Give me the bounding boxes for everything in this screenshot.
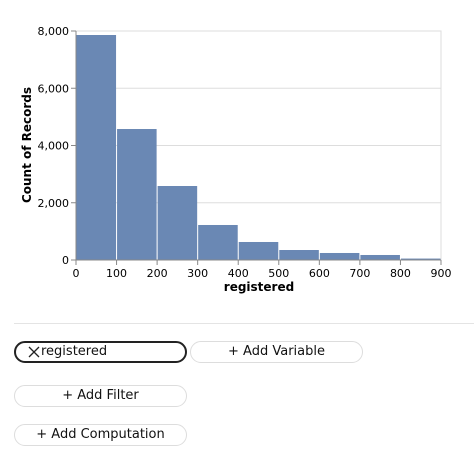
x-tick-label: 200 [147,267,168,280]
y-tick-label: 4,000 [38,140,70,153]
y-axis-title: Count of Records [20,87,34,203]
x-tick-label: 300 [187,267,208,280]
bar [319,252,360,260]
variable-name: registered [41,344,108,359]
y-tick-label: 2,000 [38,197,70,210]
chart: registered Count of Records 0 2,000 4,000 6… [20,25,452,294]
bar [157,186,198,260]
bar [238,241,279,260]
x-tick-label: 800 [390,267,411,280]
x-tick-label: 900 [431,267,452,280]
separator [14,323,474,324]
bar [279,250,319,260]
add-variable-button[interactable]: + Add Variable [190,341,363,363]
bar [76,35,117,260]
y-tick-label: 0 [62,254,69,267]
x-tick-label: 100 [106,267,127,280]
x-tick-label: 700 [349,267,370,280]
add-computation-button[interactable]: + Add Computation [14,424,187,446]
x-tick-label: 500 [268,267,289,280]
x-tick-label: 0 [73,267,80,280]
add-filter-button[interactable]: + Add Filter [14,385,187,407]
y-tick-label: 8,000 [38,25,70,38]
y-tick-label: 6,000 [38,82,70,95]
bar [360,254,400,260]
x-axis-title: registered [224,280,294,294]
bar [117,129,157,260]
bar [198,224,238,260]
x-tick-label: 400 [228,267,249,280]
variable-chip[interactable]: registered [14,341,187,363]
bar [400,258,441,260]
remove-icon[interactable] [28,346,40,358]
x-tick-label: 600 [309,267,330,280]
